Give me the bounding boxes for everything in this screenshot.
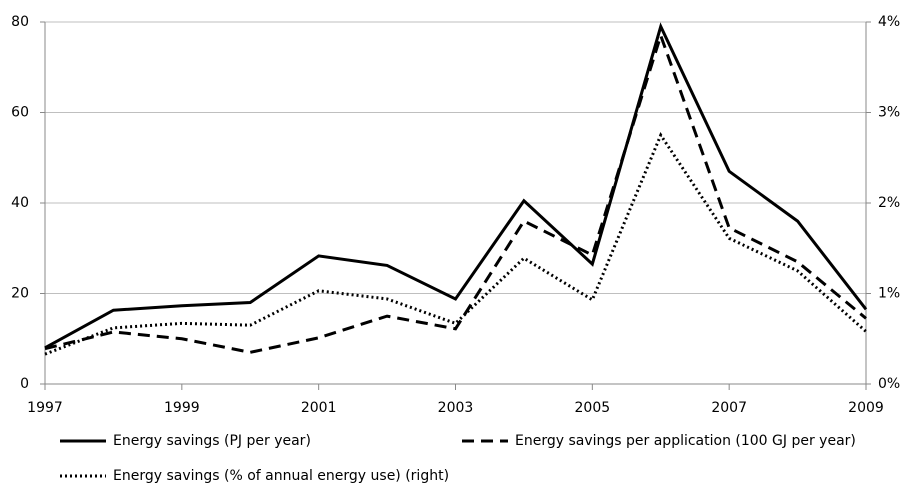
x-tick-label: 2007 — [711, 400, 747, 416]
legend-label: Energy savings (% of annual energy use) … — [113, 468, 449, 484]
y-tick-label: 0 — [20, 376, 29, 392]
y2-tick-label: 2% — [878, 195, 900, 211]
y2-tick-label: 4% — [878, 14, 900, 30]
y-tick-label: 20 — [11, 286, 29, 302]
x-tick-label: 2003 — [438, 400, 474, 416]
y-tick-label: 60 — [11, 105, 29, 121]
legend-label: Energy savings per application (100 GJ p… — [515, 433, 856, 449]
x-tick-label: 1999 — [164, 400, 200, 416]
series-line — [44, 30, 867, 354]
series-line — [44, 22, 868, 350]
x-tick-label: 2005 — [575, 400, 611, 416]
x-tick-label: 2009 — [848, 400, 884, 416]
y-tick-label: 80 — [11, 14, 29, 30]
y2-tick-label: 1% — [878, 286, 900, 302]
x-tick-label: 1997 — [27, 400, 63, 416]
legend-label: Energy savings (PJ per year) — [113, 433, 311, 449]
x-tick-label: 2001 — [301, 400, 337, 416]
y2-tick-label: 3% — [878, 105, 900, 121]
series-line — [44, 131, 867, 356]
y2-tick-label: 0% — [878, 376, 900, 392]
y-tick-label: 40 — [11, 195, 29, 211]
